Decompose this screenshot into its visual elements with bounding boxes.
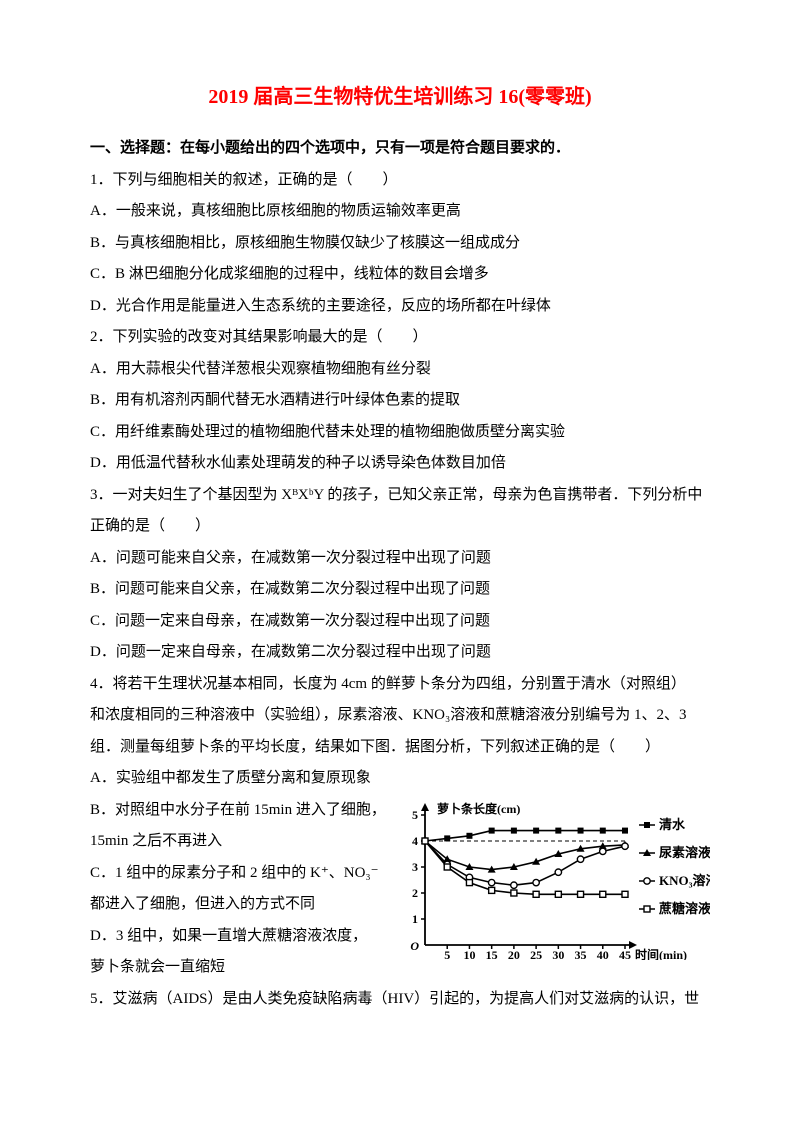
q3-stem-1: 3．一对夫妇生了个基因型为 XᴮXᵇY 的孩子，已知父亲正常，母亲为色盲携带者．… bbox=[90, 480, 710, 512]
svg-text:25: 25 bbox=[530, 948, 542, 960]
svg-text:10: 10 bbox=[463, 948, 475, 960]
svg-text:35: 35 bbox=[575, 948, 587, 960]
q4-option-b-1: B．对照组中水分子在前 15min 进入了细胞， bbox=[90, 795, 390, 827]
q2-stem: 2．下列实验的改变对其结果影响最大的是（ ） bbox=[90, 322, 710, 354]
svg-text:5: 5 bbox=[444, 948, 450, 960]
svg-text:2: 2 bbox=[412, 886, 418, 900]
svg-text:蔗糖溶液: 蔗糖溶液 bbox=[658, 901, 710, 916]
svg-text:4: 4 bbox=[412, 834, 418, 848]
q5-stem: 5．艾滋病（AIDS）是由人类免疫缺陷病毒（HIV）引起的，为提高人们对艾滋病的… bbox=[90, 984, 710, 1016]
q4-stem-3: 组．测量每组萝卜条的平均长度，结果如下图．据图分析，下列叙述正确的是（ ） bbox=[90, 732, 710, 764]
q4-option-d-1: D．3 组中，如果一直增大蔗糖溶液浓度， bbox=[90, 921, 390, 953]
svg-text:30: 30 bbox=[552, 948, 564, 960]
svg-text:O: O bbox=[410, 939, 419, 953]
svg-text:时间(min): 时间(min) bbox=[635, 947, 687, 960]
q4-stem-1: 4．将若干生理状况基本相同，长度为 4cm 的鲜萝卜条分为四组，分别置于清水（对… bbox=[90, 669, 710, 701]
svg-text:1: 1 bbox=[412, 912, 418, 926]
line-chart: O1234551015202530354045萝卜条长度(cm)时间(min)清… bbox=[400, 795, 710, 960]
q3-option-d: D．问题一定来自母亲，在减数第二次分裂过程中出现了问题 bbox=[90, 637, 710, 669]
svg-text:萝卜条长度(cm): 萝卜条长度(cm) bbox=[437, 801, 520, 816]
q3-option-b: B．问题可能来自父亲，在减数第二次分裂过程中出现了问题 bbox=[90, 574, 710, 606]
q1-stem: 1．下列与细胞相关的叙述，正确的是（ ） bbox=[90, 165, 710, 197]
q2-option-a: A．用大蒜根尖代替洋葱根尖观察植物细胞有丝分裂 bbox=[90, 354, 710, 386]
q1-option-c: C．B 淋巴细胞分化成浆细胞的过程中，线粒体的数目会增多 bbox=[90, 259, 710, 291]
q4-option-c-2: 都进入了细胞，但进入的方式不同 bbox=[90, 889, 390, 921]
q4-stem-2: 和浓度相同的三种溶液中（实验组），尿素溶液、KNO₃溶液和蔗糖溶液分别编号为 1… bbox=[90, 700, 710, 732]
q4-option-a: A．实验组中都发生了质壁分离和复原现象 bbox=[90, 763, 710, 795]
q1-option-b: B．与真核细胞相比，原核细胞生物膜仅缺少了核膜这一组成成分 bbox=[90, 228, 710, 260]
q3-option-c: C．问题一定来自母亲，在减数第一次分裂过程中出现了问题 bbox=[90, 606, 710, 638]
section-header: 一、选择题：在每小题给出的四个选项中，只有一项是符合题目要求的． bbox=[90, 133, 710, 165]
page-title: 2019 届高三生物特优生培训练习 16(零零班) bbox=[90, 80, 710, 109]
svg-text:40: 40 bbox=[597, 948, 609, 960]
q2-option-d: D．用低温代替秋水仙素处理萌发的种子以诱导染色体数目加倍 bbox=[90, 448, 710, 480]
svg-text:20: 20 bbox=[508, 948, 520, 960]
q1-option-d: D．光合作用是能量进入生态系统的主要途径，反应的场所都在叶绿体 bbox=[90, 291, 710, 323]
q3-option-a: A．问题可能来自父亲，在减数第一次分裂过程中出现了问题 bbox=[90, 543, 710, 575]
svg-text:清水: 清水 bbox=[659, 817, 686, 832]
svg-text:5: 5 bbox=[412, 808, 418, 822]
q4-option-b-2: 15min 之后不再进入 bbox=[90, 826, 390, 858]
q3-stem-2: 正确的是（ ） bbox=[90, 511, 710, 543]
svg-text:3: 3 bbox=[412, 860, 418, 874]
q2-option-c: C．用纤维素酶处理过的植物细胞代替未处理的植物细胞做质壁分离实验 bbox=[90, 417, 710, 449]
svg-text:15: 15 bbox=[486, 948, 498, 960]
q1-option-a: A．一般来说，真核细胞比原核细胞的物质运输效率更高 bbox=[90, 196, 710, 228]
svg-text:KNO₃溶液: KNO₃溶液 bbox=[659, 873, 710, 888]
q2-option-b: B．用有机溶剂丙酮代替无水酒精进行叶绿体色素的提取 bbox=[90, 385, 710, 417]
svg-text:尿素溶液: 尿素溶液 bbox=[659, 845, 710, 860]
q4-option-d-2: 萝卜条就会一直缩短 bbox=[90, 952, 390, 984]
svg-text:45: 45 bbox=[619, 948, 631, 960]
q4-option-c-1: C．1 组中的尿素分子和 2 组中的 K⁺、NO₃⁻ bbox=[90, 858, 390, 890]
